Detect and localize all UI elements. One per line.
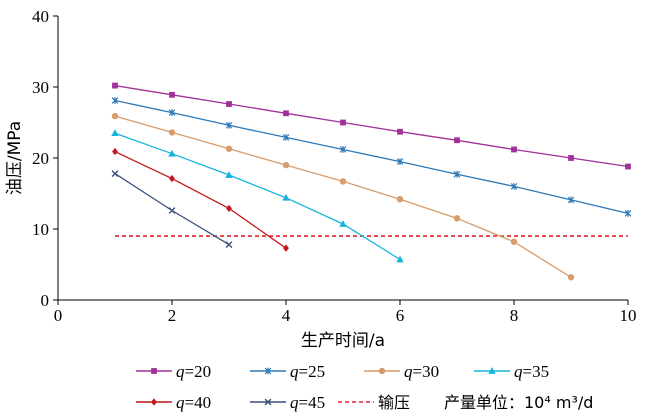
data-point-q40 (226, 204, 232, 213)
x-tick-label: 8 (510, 306, 519, 325)
data-point-q25 (168, 109, 176, 116)
legend-label: q=40 (176, 393, 211, 412)
legend-swatch-marker (488, 367, 496, 374)
data-point-q35 (225, 171, 233, 178)
legend-item-q25: q=25 (250, 362, 325, 381)
data-point-q25 (396, 158, 404, 165)
data-point-q25 (624, 209, 632, 217)
data-point-q20 (169, 91, 175, 98)
data-point-q30 (567, 274, 575, 281)
data-point-q25 (453, 170, 461, 178)
data-point-q30 (225, 145, 233, 152)
data-point-q30 (510, 238, 518, 245)
data-point-q25 (111, 97, 119, 104)
data-point-q45 (225, 241, 233, 249)
series-line-q45 (114, 173, 230, 246)
data-point-q25 (282, 134, 290, 141)
data-point-q45 (168, 207, 176, 214)
legend-item-q35: q=35 (474, 362, 549, 381)
data-point-q40 (283, 244, 289, 252)
data-point-q30 (453, 215, 461, 222)
series-line-q20 (114, 84, 629, 168)
legend-item-q20: q=20 (136, 362, 211, 381)
legend-item-reference: 输压 (338, 393, 410, 412)
data-point-q25 (339, 146, 347, 153)
data-point-q20 (283, 110, 289, 117)
data-point-q20 (397, 128, 403, 135)
series-line-q30 (114, 115, 572, 278)
y-tick-label: 20 (32, 149, 49, 168)
data-point-q45 (111, 170, 119, 178)
x-tick-label: 0 (54, 306, 63, 325)
y-tick-label: 10 (32, 220, 49, 239)
data-point-q20 (454, 137, 460, 144)
data-point-q40 (112, 147, 118, 156)
x-tick-label: 4 (282, 306, 291, 325)
data-point-q20 (340, 119, 346, 126)
legend-item-q40: q=40 (136, 393, 211, 412)
series-line-q40 (114, 151, 287, 249)
legend-item-q30: q=30 (364, 362, 439, 381)
legend-swatch-marker (264, 398, 272, 406)
x-tick-label: 2 (168, 306, 177, 325)
data-point-q35 (168, 149, 176, 157)
data-point-q35 (396, 255, 404, 263)
data-point-q20 (568, 155, 574, 161)
data-point-q20 (112, 82, 118, 89)
data-point-q35 (111, 129, 119, 137)
legend: q=20 q=25 q=30 q=35 q=40 q=45 输压 产量单位：10⁴ m³/d (136, 362, 593, 412)
data-point-q40 (169, 174, 175, 183)
data-point-q35 (282, 193, 290, 201)
legend-label: q=20 (176, 362, 211, 381)
data-point-q30 (396, 195, 404, 203)
x-tick-label: 6 (396, 306, 405, 325)
legend-swatch-marker (151, 368, 157, 374)
data-point-q20 (226, 101, 232, 107)
y-tick-label: 40 (32, 7, 49, 26)
legend-label: q=25 (290, 362, 325, 381)
x-tick-label: 10 (620, 306, 637, 325)
legend-label: q=45 (290, 393, 325, 412)
y-tick-label: 0 (41, 291, 50, 310)
axes: 0 2 4 6 8 10 0 10 20 30 40 生产时间/a 油压/MPa (5, 7, 637, 351)
data-point-q25 (567, 196, 575, 204)
unit-note: 产量单位：10⁴ m³/d (444, 393, 593, 412)
legend-item-q45: q=45 (250, 393, 325, 412)
legend-swatch-marker (378, 367, 386, 375)
legend-swatch-marker (264, 367, 272, 375)
x-axis-title: 生产时间/a (301, 331, 385, 351)
legend-swatch-marker (151, 398, 157, 406)
y-axis-title: 油压/MPa (5, 121, 25, 195)
data-point-q25 (510, 183, 518, 190)
legend-label: q=30 (404, 362, 439, 381)
data-point-q35 (339, 220, 347, 227)
data-point-q20 (511, 146, 517, 153)
data-point-q30 (282, 161, 290, 169)
series-line-q35 (114, 132, 401, 261)
data-point-q25 (225, 121, 233, 129)
plot-area (111, 82, 632, 281)
y-tick-label: 30 (32, 78, 49, 97)
legend-label-reference: 输压 (378, 393, 410, 412)
legend-label: q=35 (514, 362, 549, 381)
data-point-q20 (625, 163, 631, 170)
data-point-q30 (111, 112, 119, 120)
data-point-q30 (168, 129, 176, 136)
series-line-q25 (114, 99, 629, 215)
data-point-q30 (339, 178, 347, 185)
